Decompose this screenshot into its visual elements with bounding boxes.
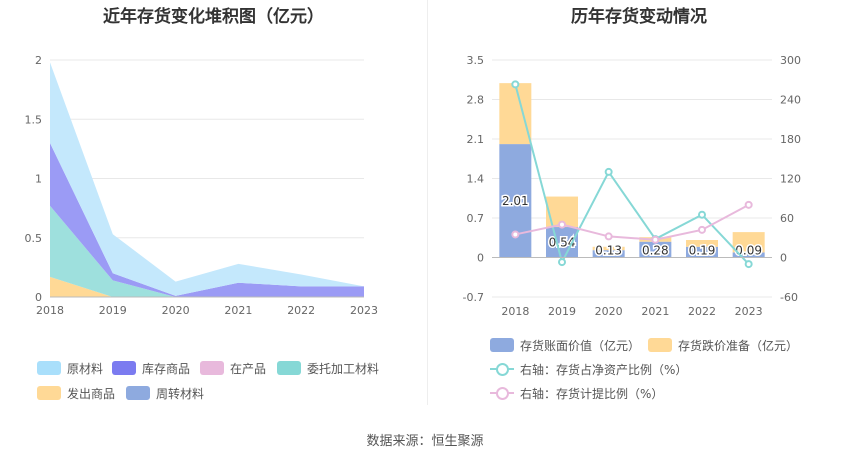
bar-存货跌价准备（亿元） (499, 83, 532, 145)
bar-存货账面价值（亿元） (732, 252, 765, 258)
bar-value-label: 0.09 (735, 244, 762, 258)
y-tick-label: 1.5 (25, 113, 43, 126)
x-tick-label: 2018 (36, 304, 64, 317)
line-右轴：存货计提比例（%） (515, 203, 750, 241)
y-tick-label: 3.5 (467, 54, 485, 67)
line-point (558, 258, 566, 267)
area-发出商品 (50, 276, 364, 297)
y2-tick-label: 180 (780, 133, 801, 146)
legend-item[interactable]: 发出商品 (37, 385, 115, 401)
legend-label: 周转材料 (156, 386, 205, 401)
x-tick-label: 2018 (501, 305, 529, 318)
line-point (604, 167, 613, 176)
x-tick-label: 2019 (99, 304, 127, 317)
legend-item[interactable]: 委托加工材料 (277, 360, 379, 376)
bar-存货跌价准备（亿元） (686, 240, 718, 247)
bar-value-label: 2.01 (502, 194, 529, 208)
x-tick-label: 2023 (350, 304, 378, 317)
legend-item[interactable]: 存货跌价准备（亿元） (648, 337, 798, 353)
y-tick-label: 1 (35, 173, 42, 186)
line-point (511, 230, 520, 239)
y-tick-label: -0.7 (463, 291, 484, 304)
legend-swatch (277, 361, 301, 375)
bar-value-label: 0.28 (642, 244, 669, 258)
x-tick-label: 2023 (735, 305, 763, 318)
legend-label: 委托加工材料 (307, 361, 380, 376)
y-tick-label: 2 (35, 54, 42, 67)
legend-item[interactable]: 周转材料 (126, 385, 204, 401)
y-tick-label: 2.8 (467, 94, 485, 107)
legend-swatch (200, 361, 224, 375)
legend-label: 原材料 (67, 361, 104, 376)
y-tick-label: 2.1 (467, 133, 485, 146)
legend-label: 发出商品 (67, 386, 116, 401)
legend-item[interactable]: 在产品 (200, 360, 266, 376)
legend-label: 存货账面价值（亿元） (520, 338, 641, 353)
legend-label: 库存商品 (142, 361, 191, 376)
legend-label: 右轴：存货占净资产比例（%） (520, 362, 688, 377)
legend-circle (496, 387, 509, 400)
bar-value-label: 0.19 (689, 244, 716, 258)
x-tick-label: 2020 (162, 304, 190, 317)
legend-label: 在产品 (230, 361, 267, 376)
legend-label: 存货跌价准备（亿元） (678, 338, 799, 353)
x-tick-label: 2022 (287, 304, 315, 317)
bar-存货跌价准备（亿元） (592, 246, 625, 251)
bar-存货跌价准备（亿元） (732, 232, 765, 253)
bar-value-label: 0.13 (595, 244, 622, 258)
x-tick-label: 2021 (641, 305, 669, 318)
line-point (698, 210, 706, 219)
line-point (744, 200, 753, 209)
legend-swatch (37, 386, 61, 400)
left-chart-title: 近年存货变化堆积图（亿元） (103, 7, 324, 27)
legend-swatch (112, 361, 136, 375)
y-tick-label: 0 (35, 291, 42, 304)
legend-item[interactable]: 原材料 (37, 360, 103, 376)
line-point (651, 235, 660, 244)
line-point (511, 80, 520, 89)
bar-存货账面价值（亿元） (499, 144, 532, 258)
bar-存货账面价值（亿元） (639, 241, 672, 258)
x-tick-label: 2019 (548, 305, 576, 318)
stacked-area-chart: 0 0.5 1 1.5 2 2018 2019 2020 2021 2022 2023 (25, 54, 379, 317)
line-point (558, 220, 566, 229)
y-tick-label: 0 (477, 252, 484, 265)
legend-item[interactable]: 右轴：存货计提比例（%） (490, 385, 663, 401)
legend-line-marker (490, 386, 514, 400)
x-tick-label: 2020 (595, 305, 623, 318)
legend-item[interactable]: 右轴：存货占净资产比例（%） (490, 361, 687, 377)
y2-tick-label: 240 (780, 94, 801, 107)
legend-label: 右轴：存货计提比例（%） (520, 386, 664, 401)
y2-tick-label: 120 (780, 173, 801, 186)
line-右轴：存货占净资产比例（%） (514, 84, 750, 265)
right-chart-title: 历年存货变动情况 (571, 7, 707, 27)
legend-item[interactable]: 库存商品 (112, 360, 190, 376)
bar-存货账面价值（亿元） (686, 246, 718, 258)
x-tick-label: 2022 (688, 305, 716, 318)
legend-item[interactable]: 存货账面价值（亿元） (490, 337, 640, 353)
inventory-change-chart: -0.7 0 0.7 1.4 2.1 2.8 3.5 -60 0 60 120 180 240 300 2.… (463, 54, 801, 318)
legend-swatch (37, 361, 61, 375)
y-tick-label: 0.5 (25, 232, 43, 245)
y2-tick-label: -60 (780, 291, 798, 304)
y2-tick-label: 60 (780, 212, 794, 225)
line-point (604, 232, 613, 241)
y-tick-label: 0.7 (467, 212, 485, 225)
line-point (698, 225, 706, 234)
legend-swatch (126, 386, 150, 400)
panel-divider (427, 0, 428, 405)
line-point (744, 260, 753, 269)
legend-swatch (648, 338, 672, 352)
legend-line-marker (490, 362, 514, 376)
y-tick-label: 1.4 (467, 173, 485, 186)
legend-circle (496, 363, 509, 376)
y2-tick-label: 0 (780, 252, 787, 265)
x-tick-label: 2021 (224, 304, 252, 317)
y2-tick-label: 300 (780, 54, 801, 67)
bar-存货账面价值（亿元） (592, 250, 625, 258)
source-note: 数据来源：恒生聚源 (366, 434, 484, 449)
legend-swatch (490, 338, 514, 352)
